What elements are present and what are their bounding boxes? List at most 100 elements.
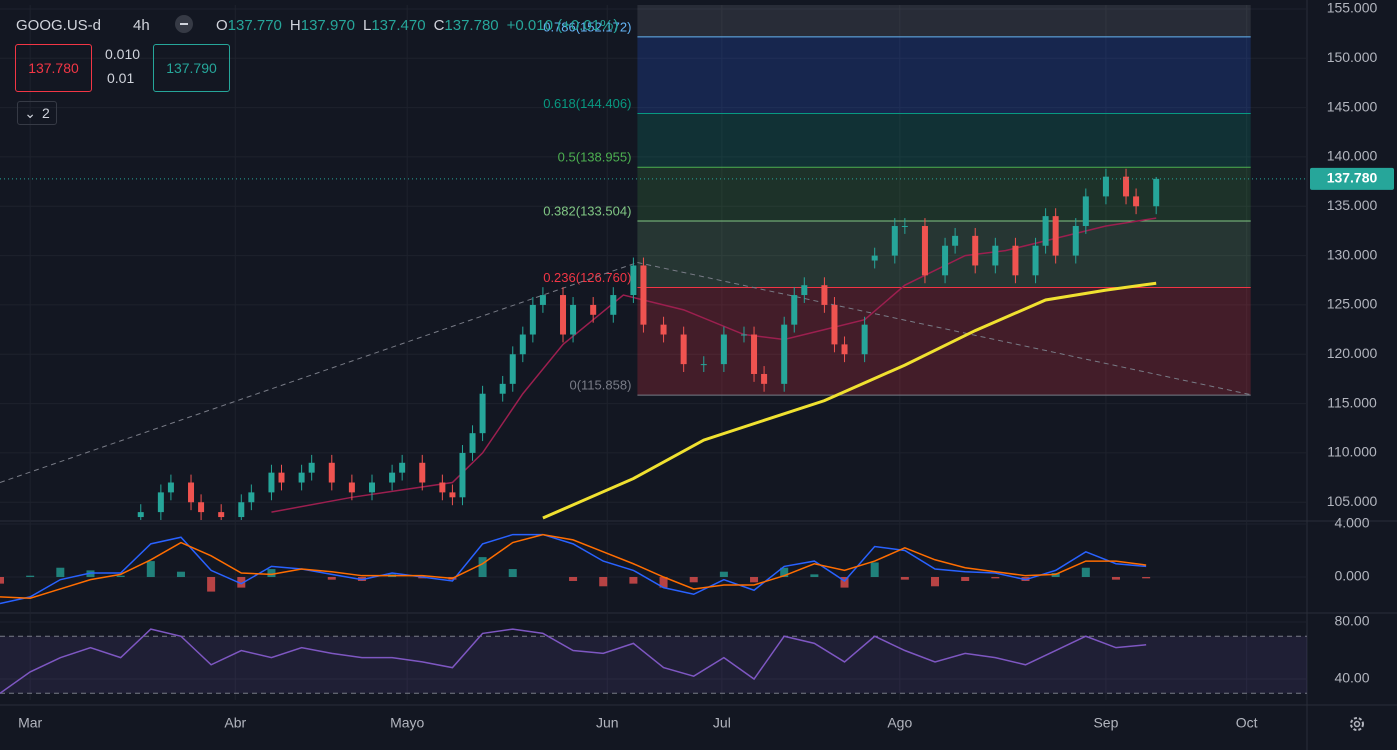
candle-body [137, 512, 144, 518]
y-tick-label: 150.000 [1327, 49, 1378, 65]
ohlc-key: H [289, 17, 301, 34]
bid-button[interactable]: 137.780 [15, 44, 92, 92]
histogram-bar [207, 577, 216, 592]
trend-line [0, 262, 638, 483]
candle-body [469, 433, 476, 453]
x-tick-label: Jul [713, 715, 731, 731]
ohlc-key: O [216, 17, 228, 34]
candle-body [680, 334, 687, 365]
candle-body [198, 502, 205, 513]
histogram-bar [659, 577, 668, 588]
candle-body [610, 295, 617, 315]
last-price-label: 137.780 [1327, 170, 1378, 186]
settings-icon[interactable] [1350, 717, 1364, 731]
histogram-bar [1142, 577, 1151, 579]
ask-button[interactable]: 137.790 [153, 44, 230, 92]
ohlc-value: 137.470 [371, 17, 426, 34]
fib-label: 0(115.858) [569, 378, 631, 393]
candle-body [248, 492, 255, 503]
histogram-bar [599, 577, 608, 587]
histogram-bar [327, 577, 336, 580]
panel [0, 522, 1307, 612]
ohlc-key: C [433, 17, 445, 34]
candle-body [972, 235, 979, 266]
candle-body [509, 354, 516, 384]
indicator-count: 2 [41, 105, 50, 121]
candle-body [459, 452, 466, 498]
fib-zone [637, 287, 1251, 396]
candle-body [278, 472, 285, 483]
candle-body [1012, 245, 1019, 276]
histogram-bar [780, 567, 789, 578]
moving-average [542, 281, 1157, 520]
fib-label: 0.382(133.504) [543, 203, 631, 218]
histogram-bar [961, 577, 970, 581]
histogram-bar [931, 577, 940, 587]
panel: 0(115.858) 0.236(126.760) 0.382(133.504) 0.… [0, 5, 1307, 520]
candle-body [1123, 176, 1130, 197]
ohlc-value: 137.770 [227, 17, 282, 34]
collapse-button[interactable] [175, 15, 193, 33]
histogram-bar [840, 577, 849, 588]
candle-body [751, 334, 758, 374]
histogram-bar [267, 569, 276, 578]
candle-body [781, 324, 788, 384]
histogram-bar [508, 569, 517, 578]
candle-body [1052, 216, 1059, 256]
indicators-toggle[interactable]: ⌄ 2 [17, 101, 57, 125]
fib-label: 0.236(126.760) [543, 270, 631, 285]
last-price-tag [1310, 167, 1394, 190]
histogram-bar [719, 571, 728, 578]
x-tick-label: Ago [887, 715, 912, 731]
y-tick-label: 120.000 [1327, 345, 1378, 361]
candle-body [700, 364, 707, 366]
ohlc-values: O137.770 H137.970 L137.470 C137.780 +0.010 (… [216, 17, 618, 34]
candle-body [791, 295, 798, 325]
candle-body [439, 482, 446, 493]
candle-body [1072, 225, 1079, 256]
y-tick-label: 4.000 [1334, 515, 1369, 531]
macd-line [0, 533, 1147, 599]
histogram-bar [478, 557, 487, 578]
x-tick-label: Mar [18, 715, 42, 731]
histogram-bar [1111, 577, 1120, 580]
candle-body [328, 462, 335, 483]
candle-body [630, 265, 637, 296]
rsi-line [0, 628, 1147, 694]
symbol[interactable]: GOOG.US-d [16, 17, 102, 34]
y-tick-label: 0.000 [1334, 568, 1369, 584]
y-tick-label: 125.000 [1327, 296, 1378, 312]
interval[interactable]: 4h [133, 17, 150, 34]
x-tick-label: Sep [1093, 715, 1118, 731]
fib-label: 0.5(138.955) [558, 150, 632, 165]
fib-zone [637, 5, 1251, 37]
x-tick-label: Jun [596, 715, 619, 731]
candle-body [1133, 196, 1140, 207]
ohlc-value: 137.970 [300, 17, 355, 34]
histogram-bar [750, 577, 759, 583]
histogram-bar [900, 577, 909, 580]
candle-body [841, 344, 848, 355]
histogram-bar [689, 577, 698, 583]
y-tick-label: 135.000 [1327, 197, 1378, 213]
price-change: +0.010 (+0.01%) [506, 17, 619, 34]
candle-body [167, 482, 174, 493]
candle-body [238, 502, 245, 518]
histogram-bar [1081, 567, 1090, 578]
histogram-bar [237, 577, 246, 588]
candle-body [921, 225, 928, 276]
candle-body [188, 482, 195, 503]
candle-body [720, 334, 727, 365]
candle-body [218, 512, 225, 518]
rsi-band [0, 636, 1307, 694]
fib-zone [637, 167, 1251, 222]
candle-body [1042, 216, 1049, 246]
candle-body [952, 235, 959, 246]
histogram-bar [176, 571, 185, 578]
candle-body [871, 255, 878, 261]
histogram-bar [0, 577, 4, 584]
candle-body [761, 373, 768, 384]
fib-label: 0.786(152.172) [543, 19, 631, 34]
y-tick-label: 130.000 [1327, 246, 1378, 262]
